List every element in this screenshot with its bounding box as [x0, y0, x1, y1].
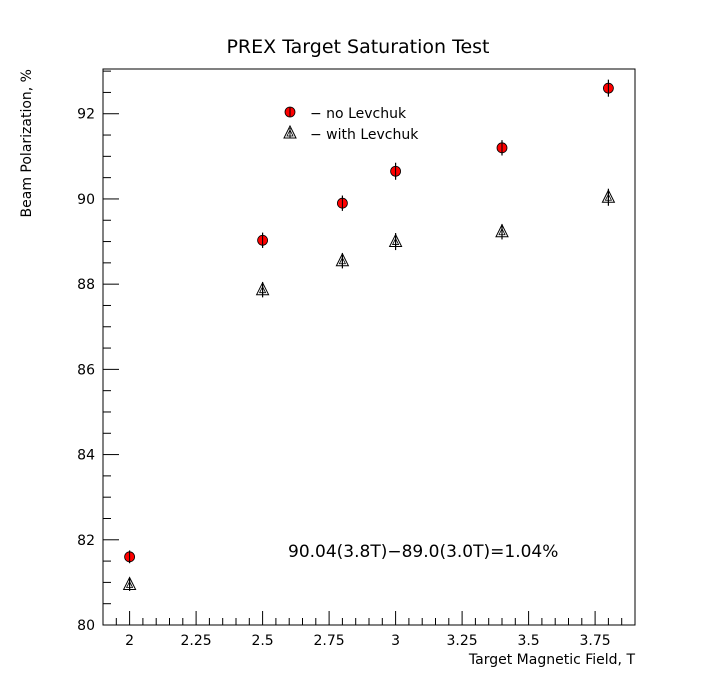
y-tick-label: 88 — [77, 277, 95, 293]
y-axis-label: Beam Polarization, % — [19, 69, 35, 217]
y-tick-label: 82 — [77, 533, 95, 549]
legend-symbol — [284, 106, 296, 118]
data-point — [255, 281, 270, 296]
legend-symbol — [283, 124, 297, 139]
data-series — [122, 79, 616, 591]
y-tick-label: 84 — [77, 448, 95, 464]
y-axis: 80 82 84 86 88 90 92 — [77, 70, 119, 634]
legend-marker-with-levchuk — [283, 124, 297, 139]
x-tick-label: 3.75 — [580, 633, 611, 649]
x-tick-label: 2.75 — [314, 633, 345, 649]
x-tick-label: 2 — [125, 633, 134, 649]
y-tick-label: 86 — [77, 362, 95, 378]
data-point — [122, 576, 137, 591]
x-tick-label: 3.5 — [517, 633, 539, 649]
data-point — [601, 189, 616, 203]
x-axis: 2 2.25 2.5 2.75 3 3.25 3.5 3.75 — [102, 611, 636, 649]
data-point — [124, 551, 136, 563]
legend-label-with-levchuk: − with Levchuk — [310, 127, 419, 143]
x-tick-label: 2.25 — [181, 633, 212, 649]
data-point — [496, 142, 508, 154]
legend-marker-no-levchuk — [284, 106, 296, 118]
y-tick-label: 80 — [77, 618, 95, 634]
data-point — [257, 234, 269, 246]
data-point — [335, 252, 350, 267]
data-point — [495, 223, 509, 238]
series-no-levchuk — [124, 79, 614, 564]
series-with-levchuk — [122, 188, 616, 591]
annotation-text: 90.04(3.8T)−89.0(3.0T)=1.04% — [288, 542, 558, 562]
x-tick-label: 2.5 — [251, 633, 273, 649]
legend: − no Levchuk − with Levchuk — [283, 106, 419, 143]
data-point — [388, 233, 403, 248]
data-point — [336, 197, 348, 209]
y-tick-label: 92 — [77, 107, 95, 123]
y-tick-label: 90 — [77, 192, 95, 208]
data-point — [603, 82, 614, 94]
x-tick-label: 3 — [391, 633, 400, 649]
chart-title: PREX Target Saturation Test — [226, 36, 489, 58]
data-point — [390, 165, 402, 177]
legend-label-no-levchuk: − no Levchuk — [310, 106, 407, 122]
x-tick-label: 3.25 — [447, 633, 478, 649]
x-axis-label: Target Magnetic Field, T — [468, 652, 636, 668]
